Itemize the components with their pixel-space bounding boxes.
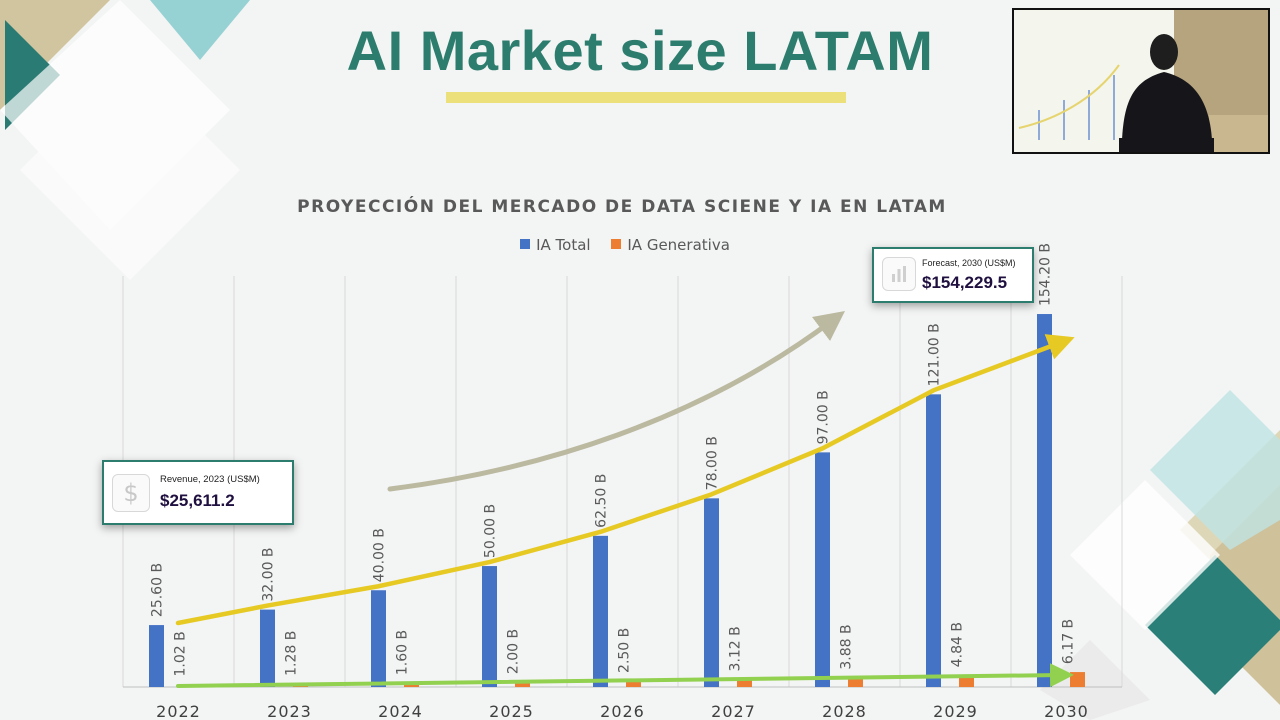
bar-ia-total <box>371 590 386 687</box>
dollar-icon: $ <box>112 474 150 512</box>
slide-title: AI Market size LATAM <box>346 19 934 82</box>
presenter-video-inset <box>1012 8 1270 154</box>
legend-label-ia-total: IA Total <box>536 236 591 254</box>
data-label-ia-generativa: 6.17 B <box>1061 619 1077 664</box>
bar-ia-generativa <box>1070 672 1085 687</box>
bar-ia-total <box>926 394 941 687</box>
revenue-callout-value: $25,611.2 <box>160 491 235 510</box>
data-label-ia-total: 50.00 B <box>483 504 499 558</box>
x-tick-label: 2024 <box>378 702 423 720</box>
x-tick-label: 2026 <box>600 702 645 720</box>
forecast-callout-value: $154,229.5 <box>922 273 1008 292</box>
trend-arrow-ia-generativa <box>176 663 1074 688</box>
x-tick-label: 2023 <box>267 702 312 720</box>
data-label-ia-generativa: 4.84 B <box>950 622 966 667</box>
bar-ia-generativa <box>515 682 530 687</box>
x-tick-label: 2025 <box>489 702 534 720</box>
data-label-ia-total: 78.00 B <box>705 436 721 490</box>
x-tick-label: 2027 <box>711 702 756 720</box>
data-label-ia-total: 154.20 B <box>1038 243 1054 306</box>
x-tick-label: 2028 <box>822 702 867 720</box>
data-label-ia-total: 62.50 B <box>594 474 610 528</box>
x-tick-label: 2030 <box>1044 702 1089 720</box>
data-label-ia-total: 25.60 B <box>150 563 166 617</box>
bar-ia-total <box>260 609 275 687</box>
data-label-ia-generativa: 3.88 B <box>839 624 855 669</box>
bar-ia-generativa <box>737 679 752 687</box>
bar-ia-generativa <box>626 680 641 687</box>
bar-ia-total <box>704 498 719 687</box>
trend-arrow-ia-total <box>175 334 1075 626</box>
bar-ia-generativa <box>848 677 863 687</box>
growth-arrow <box>387 310 845 492</box>
chart-title: PROYECCIÓN DEL MERCADO DE DATA SCIENE Y … <box>297 197 947 217</box>
data-label-ia-generativa: 3.12 B <box>728 626 744 671</box>
legend-swatch-ia-generativa <box>611 238 622 249</box>
revenue-callout-label: Revenue, 2023 (US$M) <box>160 474 260 485</box>
legend-label-ia-generativa: IA Generativa <box>627 236 730 254</box>
data-label-ia-total: 121.00 B <box>927 323 943 386</box>
presenter-video-icon <box>1014 10 1268 152</box>
data-label-ia-generativa: 2.00 B <box>506 629 522 674</box>
data-label-ia-total: 32.00 B <box>261 547 277 601</box>
bar-ia-total <box>815 452 830 687</box>
data-label-ia-total: 97.00 B <box>816 390 832 444</box>
data-label-ia-generativa: 2.50 B <box>617 628 633 673</box>
bar-chart-icon <box>882 257 916 291</box>
bar-ia-total <box>149 625 164 687</box>
title-underline <box>446 92 846 103</box>
bar-ia-total <box>1037 314 1052 687</box>
data-label-ia-total: 40.00 B <box>372 528 388 582</box>
revenue-callout: $ Revenue, 2023 (US$M) $25,611.2 <box>102 460 294 525</box>
forecast-callout: Forecast, 2030 (US$M) $154,229.5 <box>872 247 1034 303</box>
chart-legend: IA Total IA Generativa <box>0 236 1250 254</box>
bar-chart-glyph <box>892 266 906 282</box>
legend-item-ia-total: IA Total <box>520 236 591 254</box>
data-label-ia-generativa: 1.02 B <box>173 631 189 676</box>
forecast-callout-label: Forecast, 2030 (US$M) <box>922 258 1016 268</box>
x-tick-label: 2022 <box>156 702 201 720</box>
legend-swatch-ia-total <box>520 238 531 249</box>
bar-ia-generativa <box>959 675 974 687</box>
data-label-ia-generativa: 1.60 B <box>395 630 411 675</box>
bar-ia-total <box>593 535 608 687</box>
x-tick-label: 2029 <box>933 702 978 720</box>
data-label-ia-generativa: 1.28 B <box>284 631 300 676</box>
legend-item-ia-generativa: IA Generativa <box>611 236 730 254</box>
bar-ia-total <box>482 566 497 687</box>
